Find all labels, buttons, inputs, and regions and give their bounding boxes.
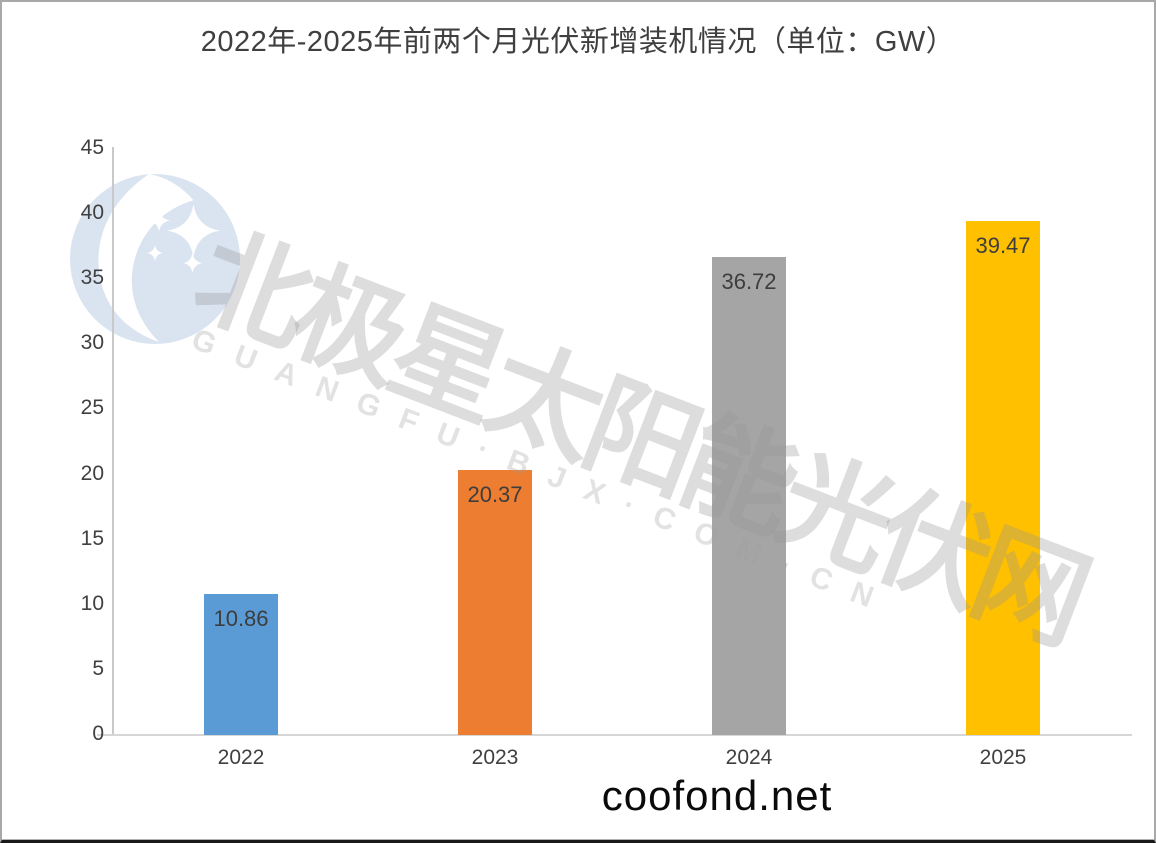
bar-value-label: 10.86 — [213, 605, 269, 631]
bar-2023: 20.37 — [458, 469, 532, 735]
y-axis-line — [112, 147, 114, 736]
x-tick-label: 2025 — [979, 746, 1027, 769]
x-axis-line — [97, 734, 1132, 736]
star-icon — [167, 204, 220, 257]
bar-value-label: 36.72 — [721, 268, 777, 294]
y-tick-label: 45 — [80, 136, 104, 159]
star-icon — [183, 252, 203, 274]
logo-moon-swoosh — [98, 174, 194, 342]
y-tick-label: 20 — [80, 461, 104, 485]
star-icon — [146, 244, 164, 262]
y-tick-label: 10 — [80, 591, 104, 615]
footer-site-text: coofond.net — [601, 772, 833, 819]
bar-2025: 39.47 — [966, 221, 1040, 735]
y-tick-label: 15 — [80, 526, 104, 550]
y-tick-label: 40 — [80, 201, 104, 225]
bar-2024: 36.72 — [712, 256, 786, 735]
x-tick-label: 2022 — [217, 746, 265, 769]
bar-2022: 10.86 — [204, 593, 278, 735]
x-tick-label: 2024 — [725, 746, 773, 769]
x-tick-label: 2023 — [471, 746, 519, 769]
star-icon — [147, 209, 171, 232]
chart-title: 2022年-2025年前两个月光伏新增装机情况（单位：GW） — [200, 26, 956, 58]
y-tick-label: 5 — [92, 656, 104, 680]
bar-value-label: 39.47 — [975, 233, 1031, 258]
y-tick-label: 30 — [80, 331, 104, 355]
y-tick-label: 25 — [80, 396, 104, 420]
y-tick-label: 35 — [80, 266, 104, 290]
bar-value-label: 20.37 — [467, 481, 523, 507]
y-tick-label: 0 — [92, 722, 104, 745]
